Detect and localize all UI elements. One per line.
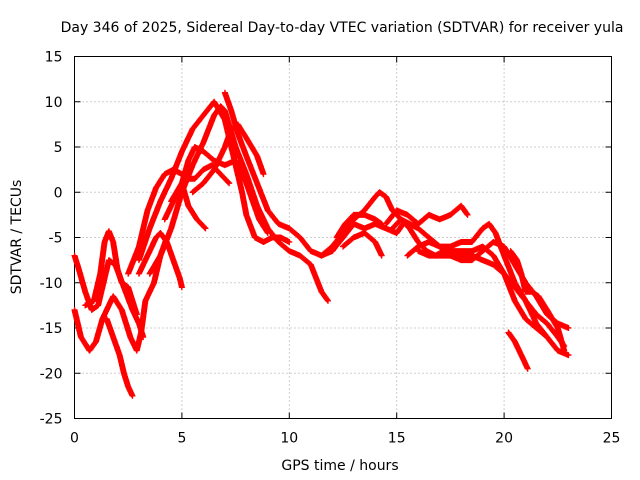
x-tick-label: 25	[603, 431, 621, 447]
series-arc-10	[168, 180, 209, 232]
y-tick-label: 5	[54, 140, 63, 156]
series-arc-19	[415, 248, 568, 350]
series-markers	[333, 211, 385, 241]
y-tick-label: 15	[45, 50, 63, 66]
y-axis-label: SDTVAR / TECUs	[9, 180, 25, 295]
y-tick-label: 0	[54, 185, 63, 201]
series-arc-21	[505, 329, 531, 372]
series-arc-18	[404, 220, 572, 359]
x-axis-label: GPS time / hours	[281, 458, 398, 474]
y-tick-labels: -25 -20 -15 -10 -5 0 5 10 15	[40, 50, 63, 428]
series-markers	[168, 180, 209, 232]
series-arc-4	[103, 315, 136, 399]
x-tick-label: 5	[177, 431, 186, 447]
series-markers	[507, 248, 568, 354]
y-tick-label: 10	[45, 95, 63, 111]
series-arc-14	[333, 211, 385, 241]
series-markers	[404, 220, 572, 359]
series-markers	[415, 248, 568, 350]
marker-layer	[71, 89, 572, 399]
series-markers	[505, 329, 531, 372]
series-markers	[383, 202, 471, 227]
x-tick-label: 20	[495, 431, 513, 447]
series-arc-3	[71, 252, 147, 341]
y-tick-label: -5	[49, 231, 63, 247]
series-arc-12	[221, 89, 407, 259]
chart-title: Day 346 of 2025, Sidereal Day-to-day VTE…	[61, 20, 624, 36]
y-tick-label: -10	[40, 276, 63, 292]
series-arc-20	[507, 248, 568, 354]
x-tick-labels: 0 5 10 15 20 25	[70, 431, 620, 447]
y-tick-label: -15	[40, 321, 63, 337]
x-tick-label: 15	[388, 431, 406, 447]
series-markers	[71, 252, 147, 341]
x-tick-label: 10	[280, 431, 298, 447]
x-tick-label: 0	[70, 431, 79, 447]
series-arc-15	[340, 230, 385, 259]
series-arc-16	[383, 202, 471, 227]
series-markers	[221, 89, 407, 259]
y-tick-label: -20	[40, 366, 63, 382]
series-markers	[340, 230, 385, 259]
series-markers	[103, 315, 136, 399]
y-tick-label: -25	[40, 412, 63, 428]
